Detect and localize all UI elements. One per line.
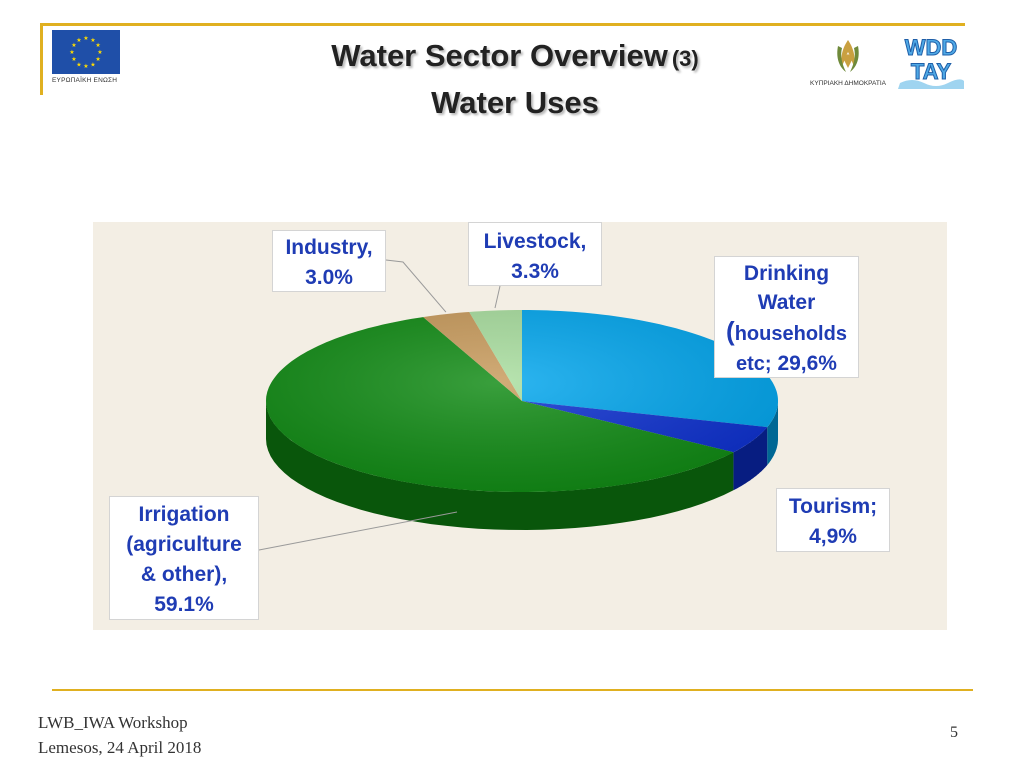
eu-star-icon: ★ [83,63,88,70]
label-drinking-line4a: etc; [736,353,772,375]
label-livestock: Livestock, 3.3% [468,222,602,286]
label-irrigation-line4: 59.1% [154,593,214,616]
eu-star-icon: ★ [95,42,100,49]
page-number: 5 [950,724,958,741]
eu-star-icon: ★ [71,56,76,63]
eu-caption: ΕΥΡΩΠΑΪΚΗ ΕΝΩΣΗ [52,77,118,84]
label-irrigation-line2: (agriculture [126,533,242,556]
cyprus-logo: ΚΥΠΡΙΑΚΗ ΔΗΜΟΚΡΑΤΙΑ [800,32,896,90]
leader-irrigation [258,511,458,551]
footer-line-2: Lemesos, 24 April 2018 [38,738,202,757]
pie-chart-svg [258,259,778,551]
label-drinking-line1: Drinking [743,262,830,285]
label-tourism-line2: 4,9% [809,525,857,548]
eu-star-icon: ★ [83,35,88,42]
wdd-logo-bottom-text: ΤΑΥ [911,59,952,84]
label-industry: Industry, 3.0% [272,230,386,292]
cyprus-emblem-icon [837,40,859,72]
eu-logo: ★ ★ ★ ★ ★ ★ ★ ★ ★ ★ ★ ★ ΕΥΡΩΠΑΪΚΗ ΕΝΩΣΗ [52,30,124,88]
pie-slice-side [733,427,768,491]
eu-flag-icon: ★ ★ ★ ★ ★ ★ ★ ★ ★ ★ ★ ★ [52,30,120,74]
label-industry-line2: 3.0% [305,266,353,289]
header-rule [40,23,965,26]
eu-star-icon: ★ [97,49,102,56]
label-irrigation-line3: & other), [140,563,228,586]
wdd-logo-icon: WDD ΤΑΥ [898,33,964,89]
label-irrigation: Irrigation (agriculture & other), 59.1% [109,496,259,620]
wdd-logo-top-text: WDD [905,35,958,60]
label-drinking-line4b: 29,6% [777,352,837,375]
pie-chart: Industry, 3.0% Livestock, 3.3% Drinking … [93,222,947,630]
label-tourism-line1: Tourism; [788,495,878,518]
label-tourism: Tourism; 4,9% [776,488,890,552]
title-suffix: (3) [671,46,699,71]
page-title: Water Sector Overview (3) Water Uses [200,34,830,125]
header-rule-left [40,23,43,95]
wdd-logo: WDD ΤΑΥ [898,33,964,89]
title-line-1: Water Sector Overview [331,38,668,73]
pie-slice-side [266,401,734,530]
eu-star-icon: ★ [76,37,81,44]
eu-star-icon: ★ [90,61,95,68]
pie-highlight [266,310,778,492]
footer-text: LWB_IWA Workshop Lemesos, 24 April 2018 [38,710,201,760]
title-line-2: Water Uses [431,85,599,120]
eu-star-icon: ★ [69,49,74,56]
eu-star-icon: ★ [90,37,95,44]
footer-rule [52,689,973,691]
leader-livestock [494,285,501,309]
label-livestock-line1: Livestock, [483,230,587,253]
eu-star-icon: ★ [71,42,76,49]
label-drinking-line2: Water [757,291,816,314]
label-drinking-paren: ( [726,316,735,346]
label-irrigation-line1: Irrigation [138,503,230,526]
label-drinking-water: Drinking Water (households etc; 29,6% [714,256,859,378]
eu-star-icon: ★ [95,56,100,63]
pie-slice-side [767,401,778,466]
label-livestock-line2: 3.3% [511,260,559,283]
eu-star-icon: ★ [76,61,81,68]
leader-industry [385,259,447,313]
footer-line-1: LWB_IWA Workshop [38,713,188,732]
label-drinking-line3: households [734,323,847,345]
label-industry-line1: Industry, [285,236,373,259]
cyprus-caption: ΚΥΠΡΙΑΚΗ ΔΗΜΟΚΡΑΤΙΑ [810,80,886,87]
